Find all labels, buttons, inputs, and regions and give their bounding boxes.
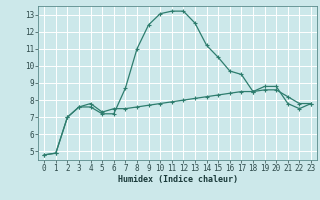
X-axis label: Humidex (Indice chaleur): Humidex (Indice chaleur) [118,175,238,184]
